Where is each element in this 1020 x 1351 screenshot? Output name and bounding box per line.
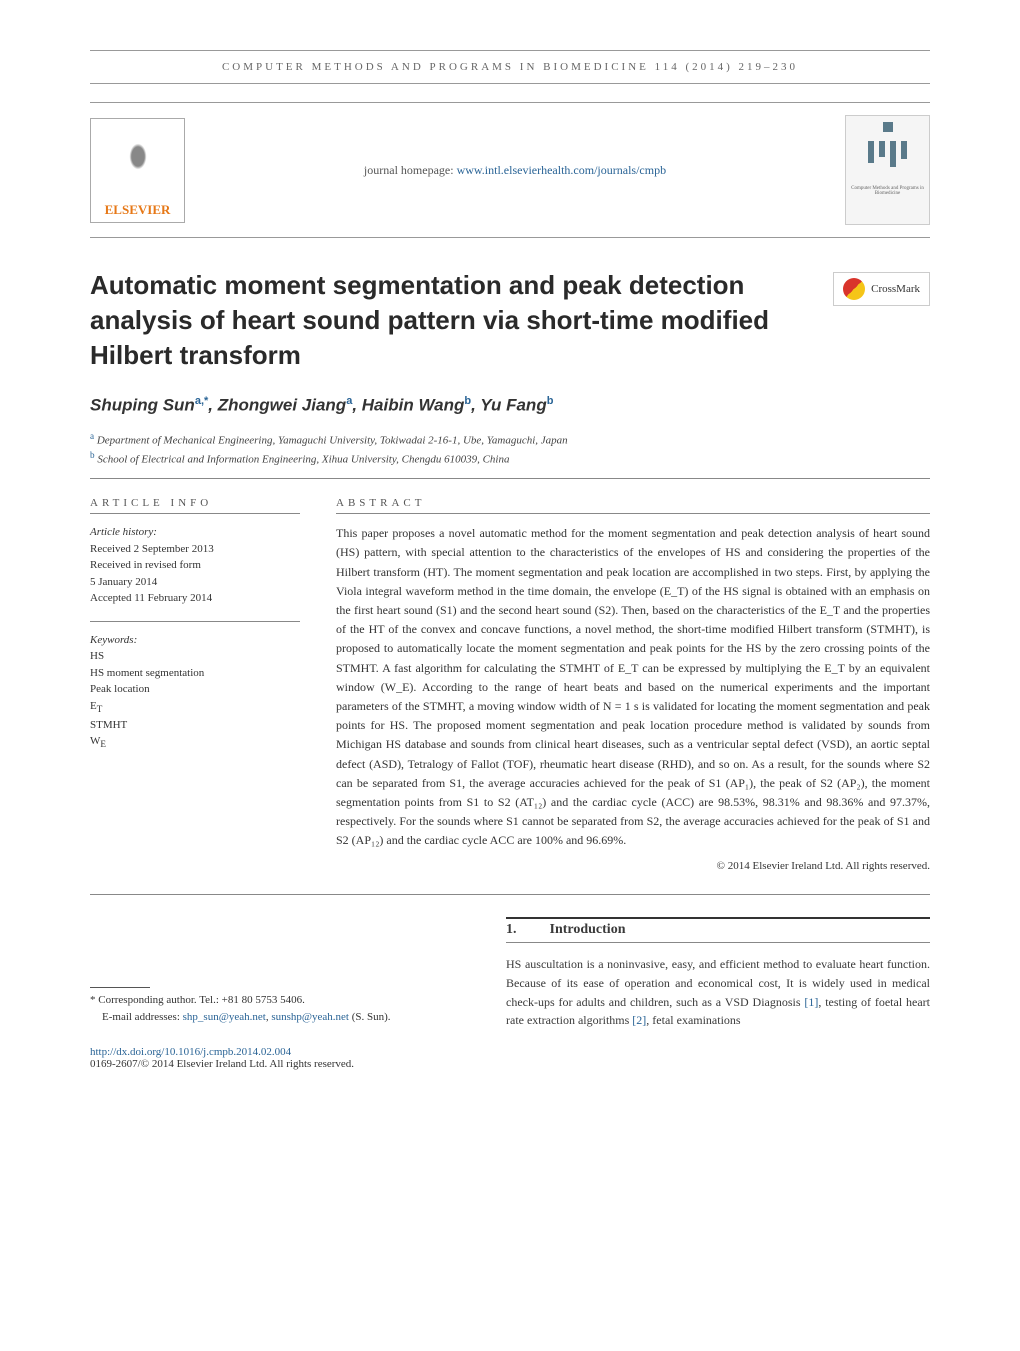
abstract-text: This paper proposes a novel automatic me… <box>336 524 930 850</box>
crossmark-icon <box>843 278 865 300</box>
corr-tel: Tel.: +81 80 5753 5406. <box>199 994 305 1006</box>
crossmark-label: CrossMark <box>871 283 920 295</box>
intro-number: 1. <box>506 922 546 938</box>
running-header: computer methods and programs in biomedi… <box>90 50 930 84</box>
keyword: HS <box>90 648 300 665</box>
email-link-1[interactable]: shp_sun@yeah.net <box>183 1011 266 1023</box>
homepage-line: journal homepage: www.intl.elsevierhealt… <box>185 163 845 178</box>
crossmark-badge[interactable]: CrossMark <box>833 272 930 306</box>
abstract-copyright: © 2014 Elsevier Ireland Ltd. All rights … <box>336 860 930 872</box>
history-line: 5 January 2014 <box>90 574 300 591</box>
history-label: Article history: <box>90 524 300 541</box>
footnote-block: * Corresponding author. Tel.: +81 80 575… <box>90 917 470 1029</box>
article-title: Automatic moment segmentation and peak d… <box>90 268 815 373</box>
email-attrib: (S. Sun). <box>352 1011 391 1023</box>
email-link-2[interactable]: sunshp@yeah.net <box>271 1011 349 1023</box>
publisher-logo: ELSEVIER <box>90 118 185 223</box>
publisher-name: ELSEVIER <box>105 202 171 218</box>
issn-copyright: 0169-2607/© 2014 Elsevier Ireland Ltd. A… <box>90 1058 354 1070</box>
corr-label: Corresponding author <box>98 994 194 1006</box>
email-label: E-mail addresses: <box>102 1011 180 1023</box>
authors-line: Shuping Suna,*, Zhongwei Jianga, Haibin … <box>90 395 930 416</box>
keyword: ET <box>90 698 300 717</box>
keyword: WE <box>90 733 300 752</box>
keyword: STMHT <box>90 717 300 734</box>
keyword: Peak location <box>90 681 300 698</box>
article-info-head: article info <box>90 497 300 509</box>
affiliations: a Department of Mechanical Engineering, … <box>90 430 930 468</box>
history-line: Received 2 September 2013 <box>90 541 300 558</box>
journal-banner: ELSEVIER journal homepage: www.intl.else… <box>90 102 930 238</box>
history-line: Accepted 11 February 2014 <box>90 590 300 607</box>
keyword: HS moment segmentation <box>90 665 300 682</box>
keywords-block: Keywords: HSHS moment segmentationPeak l… <box>90 632 300 752</box>
history-line: Received in revised form <box>90 557 300 574</box>
article-history: Article history: Received 2 September 20… <box>90 524 300 607</box>
intro-title: Introduction <box>550 922 626 937</box>
homepage-label: journal homepage: <box>364 163 454 177</box>
abstract-head: abstract <box>336 497 930 509</box>
intro-text: HS auscultation is a noninvasive, easy, … <box>506 955 930 1029</box>
keywords-label: Keywords: <box>90 632 300 649</box>
journal-cover-thumb: Computer Methods and Programs in Biomedi… <box>845 115 930 225</box>
intro-heading: 1. Introduction <box>506 922 930 943</box>
doi-block: http://dx.doi.org/10.1016/j.cmpb.2014.02… <box>90 1046 930 1070</box>
elsevier-tree-icon <box>108 132 168 202</box>
doi-link[interactable]: http://dx.doi.org/10.1016/j.cmpb.2014.02… <box>90 1046 291 1058</box>
journal-ref: computer methods and programs in biomedi… <box>222 51 798 83</box>
homepage-link[interactable]: www.intl.elsevierhealth.com/journals/cmp… <box>457 163 667 177</box>
